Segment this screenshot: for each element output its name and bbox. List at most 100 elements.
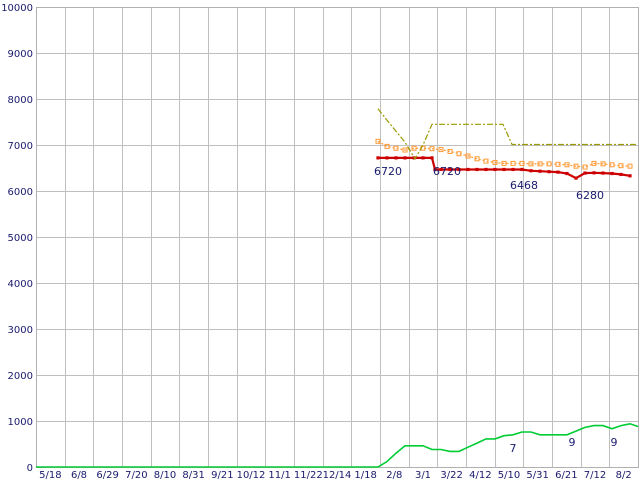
- series-marker-series_orange: [456, 151, 462, 157]
- x-axis-tick-label: 3/1: [415, 470, 431, 480]
- series-marker-series_orange: [627, 163, 633, 169]
- series-marker-series_red: [385, 156, 389, 160]
- series-marker-series_orange: [510, 160, 516, 166]
- x-axis-tick-label: 6/29: [96, 470, 118, 480]
- y-axis-tick-label: 4000: [8, 279, 33, 290]
- x-axis-ticks: 5/18 6/8 6/29 7/20 8/10 8/31 9/21 10/12 11/1 11/2…: [39, 470, 632, 480]
- series-marker-series_orange: [555, 161, 561, 167]
- series-marker-series_red: [493, 167, 497, 172]
- series-marker-series_red: [403, 156, 407, 160]
- series-marker-series_red: [592, 171, 596, 175]
- series-marker-series_orange: [600, 161, 606, 167]
- series-marker-series_orange: [582, 164, 588, 170]
- point-value-label: 6468: [510, 179, 538, 192]
- series-marker-series_red: [583, 171, 587, 175]
- series-marker-series_red: [538, 169, 542, 173]
- series-marker-series_orange: [411, 145, 417, 151]
- point-value-label: 7: [510, 442, 517, 455]
- series-marker-series_red: [511, 167, 515, 172]
- y-axis-tick-label: 8000: [8, 95, 33, 106]
- point-value-label: 9: [569, 436, 576, 449]
- point-value-label: 6720: [374, 165, 402, 178]
- x-axis-tick-label: 5/18: [39, 470, 61, 480]
- series-marker-series_orange: [402, 147, 408, 153]
- x-axis-tick-label: 11/22: [294, 470, 323, 480]
- x-axis-tick-label: 7/12: [584, 470, 606, 480]
- x-axis-tick-label: 5/10: [498, 470, 520, 480]
- x-axis-tick-label: 4/12: [469, 470, 491, 480]
- series-marker-series_orange: [492, 159, 498, 165]
- series-marker-series_orange: [546, 161, 552, 167]
- x-axis-tick-label: 5/31: [526, 470, 548, 480]
- y-axis-tick-label: 6000: [8, 187, 33, 198]
- point-value-label: 6720: [433, 165, 461, 178]
- series-marker-series_red: [457, 167, 461, 172]
- series-marker-series_orange: [528, 161, 534, 167]
- series-marker-series_red: [601, 171, 605, 175]
- series-marker-series_orange: [501, 160, 507, 166]
- series-line-series_orange: [377, 140, 631, 168]
- point-value-label: 9: [611, 436, 618, 449]
- x-axis-tick-label: 2/8: [386, 470, 402, 480]
- y-axis-tick-label: 5000: [8, 233, 33, 244]
- series-marker-series_red: [610, 171, 614, 176]
- series-marker-series_orange: [384, 143, 390, 149]
- series-marker-series_orange: [618, 163, 624, 169]
- grid-lines: [36, 7, 638, 468]
- series-marker-series_orange: [447, 148, 453, 154]
- x-axis-tick-label: 7/20: [125, 470, 147, 480]
- series-marker-series_red: [466, 167, 470, 172]
- x-axis-tick-label: 10/12: [237, 470, 266, 480]
- series-line-series_green: [36, 422, 639, 468]
- series-marker-series_red: [394, 156, 398, 160]
- x-axis-tick-label: 9/21: [211, 470, 233, 480]
- series-marker-series_red: [430, 156, 434, 160]
- y-axis-tick-label: 1000: [8, 417, 33, 428]
- point-value-label: 6280: [576, 189, 604, 202]
- series-marker-series_red: [421, 156, 425, 160]
- series-line-series_olive: [377, 108, 636, 160]
- x-axis-tick-label: 11/1: [268, 470, 290, 480]
- series-marker-series_orange: [609, 162, 615, 168]
- data-series: [36, 108, 639, 468]
- y-axis-tick-label: 7000: [8, 141, 33, 152]
- series-marker-series_red: [520, 167, 524, 172]
- x-axis-tick-label: 8/10: [154, 470, 176, 480]
- series-marker-series_red: [448, 167, 452, 172]
- series-marker-series_orange: [537, 161, 543, 167]
- series-marker-series_red: [376, 156, 380, 160]
- series-marker-series_red: [439, 167, 443, 172]
- data-point-labels: 6720 6720 6468 6280 7 9 9: [374, 165, 618, 455]
- series-marker-series_orange: [573, 163, 579, 169]
- series-marker-series_red: [433, 167, 437, 172]
- y-axis-tick-label: 2000: [8, 371, 33, 382]
- y-axis-ticks: 0 1000 2000 3000 4000 5000 6000 7000 8000 9000 100…: [1, 3, 33, 474]
- series-marker-series_red: [628, 174, 632, 178]
- series-marker-series_red: [565, 171, 569, 176]
- series-marker-series_orange: [429, 146, 435, 152]
- y-axis-tick-label: 10000: [1, 3, 33, 14]
- series-marker-series_red: [556, 170, 560, 174]
- x-axis-tick-label: 6/21: [555, 470, 577, 480]
- series-marker-series_red: [574, 176, 578, 180]
- series-marker-series_orange: [564, 162, 570, 168]
- series-marker-series_red: [547, 170, 551, 174]
- series-marker-series_orange: [465, 153, 471, 159]
- series-marker-series_orange: [438, 147, 444, 153]
- y-axis-tick-label: 0: [27, 463, 33, 474]
- y-axis-tick-label: 9000: [8, 49, 33, 60]
- series-marker-series_orange: [483, 158, 489, 164]
- series-marker-series_red: [475, 167, 479, 172]
- x-axis-tick-label: 12/14: [323, 470, 352, 480]
- series-marker-series_orange: [375, 138, 381, 144]
- series-marker-series_orange: [474, 156, 480, 162]
- series-marker-series_orange: [393, 145, 399, 151]
- x-axis-tick-label: 1/18: [354, 470, 376, 480]
- series-marker-series_red: [484, 167, 488, 172]
- series-marker-series_red: [619, 172, 623, 177]
- x-axis-tick-label: 8/31: [182, 470, 204, 480]
- x-axis-tick-label: 3/22: [440, 470, 462, 480]
- x-axis-tick-label: 6/8: [71, 470, 87, 480]
